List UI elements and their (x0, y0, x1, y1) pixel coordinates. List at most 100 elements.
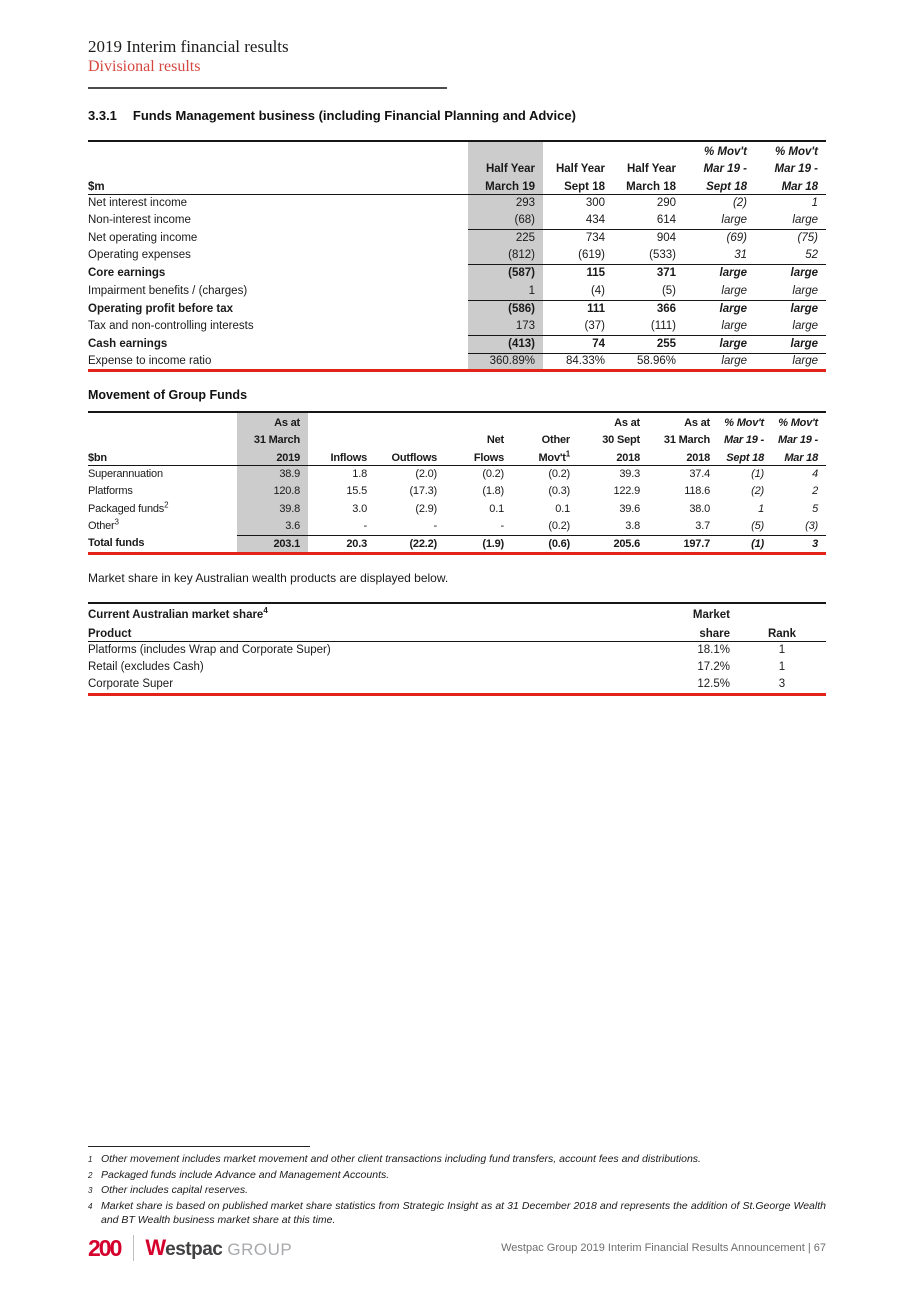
table-cell: 2019 (237, 447, 308, 466)
table-cell: Other (541, 434, 571, 447)
market-share-table-body: Platforms (includes Wrap and Corporate S… (88, 641, 826, 694)
table-cell: large (755, 335, 826, 354)
table-header-row: 31 March Net Other 30 Sept 31 March Mar … (88, 429, 826, 448)
footnote-text: Packaged funds include Advance and Manag… (101, 1168, 390, 1181)
table-cell: 39.6 (619, 502, 640, 515)
row-label: Platforms (includes Wrap and Corporate S… (88, 643, 331, 656)
table-header-row: Half Year Half Year Half Year Mar 19 - M… (88, 158, 826, 177)
group-funds-table: As at As at As at % Mov't % Mov't 31 Mar… (88, 411, 826, 555)
table-cell: Product (88, 622, 650, 642)
table-cell: 4 (812, 467, 818, 480)
section-title: 3.3.1 Funds Management business (includin… (88, 108, 576, 123)
table-unit-label: $bn (88, 447, 237, 466)
footnote-ref: 3 (114, 517, 119, 527)
table-cell: 255 (613, 335, 684, 354)
table-cell: 3 (772, 535, 826, 554)
table-cell: 15.5 (346, 485, 367, 498)
table-cell: (587) (468, 264, 543, 283)
row-label: Other3 (88, 518, 237, 536)
table-cell: (1) (751, 467, 764, 480)
market-share-table: Current Australian market share4 Market … (88, 602, 826, 696)
table-cell: 12.5% (697, 677, 730, 690)
westpac-group-wordmark: GROUP (227, 1239, 293, 1259)
table-cell: Mar 18 (755, 176, 826, 195)
table-cell: (2) (732, 196, 747, 209)
table-cell: (3) (805, 520, 818, 533)
table-cell: 1 (778, 643, 786, 656)
footnote-ref: 4 (263, 606, 268, 616)
table-cell: (4) (590, 284, 605, 297)
row-label: Non-interest income (88, 214, 191, 227)
table-row: Retail (excludes Cash) 17.2% 1 (88, 659, 826, 677)
row-label: Operating expenses (88, 249, 191, 262)
table-cell: Outflows (375, 447, 445, 466)
table-cell: Mov't1 (512, 447, 578, 466)
market-share-intro: Market share in key Australian wealth pr… (88, 571, 449, 585)
table-row: Expense to income ratio 360.89% 84.33% 5… (88, 352, 826, 371)
table-cell: 120.8 (237, 482, 308, 501)
table-cell (613, 141, 684, 159)
table-cell: - (363, 520, 368, 533)
table-cell: (0.3) (548, 485, 570, 498)
table-cell: large (684, 352, 755, 371)
table-cell: 734 (543, 228, 613, 248)
table-cell: 30 Sept (602, 434, 640, 447)
table-cell: 2 (812, 485, 818, 498)
table-cell: Half Year (555, 163, 605, 176)
table-cell: 1 (778, 661, 786, 674)
table-unit-label: $m (88, 176, 468, 195)
table-cell: large (721, 319, 747, 332)
table-cell: (0.2) (548, 520, 570, 533)
table-cell: (413) (468, 335, 543, 354)
funds-management-table: % Mov't % Mov't Half Year Half Year Half… (88, 140, 826, 373)
table-cell: 371 (613, 264, 684, 283)
table-cell: 111 (543, 299, 613, 318)
table-cell: (1.8) (482, 485, 504, 498)
table-cell: Sept 18 (718, 447, 772, 466)
funds-management-table-header: % Mov't % Mov't Half Year Half Year Half… (88, 141, 826, 195)
table-cell (445, 412, 512, 430)
row-label: Net interest income (88, 196, 188, 209)
row-label: Packaged funds2 (88, 500, 237, 518)
table-cell: 366 (613, 299, 684, 318)
table-cell: 2018 (648, 447, 718, 466)
table-cell: 197.7 (648, 535, 718, 554)
table-header-row: $bn 2019 Inflows Outflows Flows Mov't1 2… (88, 447, 826, 466)
table-cell: large (755, 299, 826, 318)
table-cell: 31 (734, 249, 747, 262)
document-subtitle: Divisional results (88, 58, 201, 75)
table-row: Packaged funds2 39.8 3.0 (2.9) 0.1 0.1 3… (88, 500, 826, 519)
row-label: Core earnings (88, 267, 166, 280)
table-cell: large (721, 284, 747, 297)
table-cell: (22.2) (375, 535, 445, 554)
table-cell (308, 430, 375, 448)
footnotes: 1 Other movement includes market movemen… (88, 1146, 826, 1228)
table-row: Net interest income 293 300 290 (2) 1 (88, 194, 826, 212)
table-cell: Sept 18 (684, 176, 755, 195)
table-cell: Sept 18 (543, 176, 613, 195)
table-cell: 17.2% (697, 661, 730, 674)
table-cell: 3.0 (352, 502, 367, 515)
table-cell: (0.6) (512, 535, 578, 554)
table-cell: 1 (468, 282, 543, 301)
table-cell: 5 (812, 502, 818, 515)
table-cell: 203.1 (237, 535, 308, 554)
table-cell: 290 (656, 196, 676, 209)
table-cell: 39.8 (237, 500, 308, 519)
table-cell: large (721, 213, 747, 226)
table-cell: 3.6 (237, 518, 308, 536)
table-cell: 1 (811, 196, 818, 209)
table-header-row: % Mov't % Mov't (88, 141, 826, 159)
table-cell: % Mov't (775, 145, 818, 158)
table-cell: - (433, 520, 438, 533)
footnote-divider (88, 1146, 310, 1147)
table-cell: As at (684, 416, 710, 429)
document-header: 2019 Interim financial results Divisiona… (88, 36, 289, 77)
table-cell: large (792, 319, 818, 332)
table-cell: (0.2) (548, 467, 570, 480)
row-label: Corporate Super (88, 677, 174, 690)
table-cell: % Mov't (704, 145, 747, 158)
table-cell: Half Year (468, 158, 543, 177)
table-cell: (2) (751, 485, 764, 498)
